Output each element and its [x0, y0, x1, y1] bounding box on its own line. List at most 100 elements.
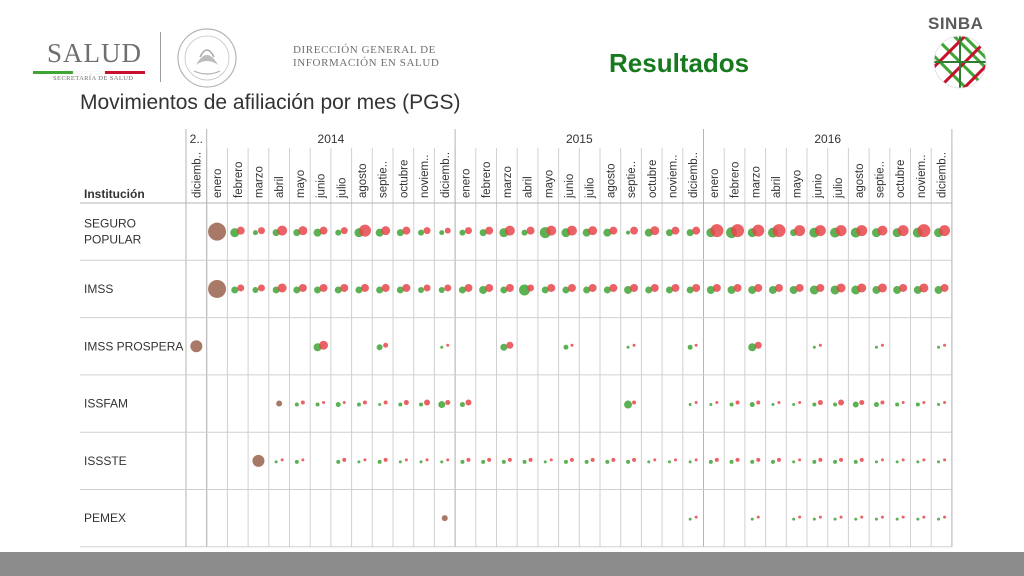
bubble-red [901, 515, 905, 519]
bubble-red [772, 224, 786, 238]
bubble-red [444, 227, 451, 234]
bubble-green [398, 402, 403, 407]
bubble-green [376, 344, 383, 351]
bubble-red [301, 458, 305, 462]
bubble-green [438, 401, 446, 409]
bubble-red [818, 343, 822, 347]
bubble-red [917, 224, 931, 238]
bubble-green [709, 403, 713, 407]
bubble-red [754, 283, 763, 292]
institution-label: PEMEX [84, 511, 126, 525]
bubble-green [812, 459, 817, 464]
chart-title: Movimientos de afiliación por mes (PGS) [80, 91, 461, 114]
bubble-red [487, 457, 492, 462]
bubble-red [381, 283, 390, 292]
bubble-green [688, 460, 692, 464]
mexico-seal-icon [177, 28, 237, 88]
month-label: marzo [750, 166, 762, 198]
bubble-green [750, 459, 755, 464]
bubble-red [632, 400, 637, 405]
bubble-red [360, 283, 369, 292]
bubble-red [899, 283, 908, 292]
salud-logo-subtitle: SECRETARÍA DE SALUD [53, 75, 134, 82]
bubble-red [588, 283, 597, 292]
bubble-red [609, 283, 618, 292]
bubble-red [298, 226, 308, 236]
month-label: mayo [543, 170, 555, 198]
bubble-green [522, 459, 527, 464]
bubble-green [854, 517, 858, 521]
bubble-green [874, 345, 878, 349]
bubble-green [771, 403, 775, 407]
month-label: enero [460, 169, 472, 198]
bubble-red [756, 457, 761, 462]
bubble-green [915, 402, 920, 407]
bubble-green [376, 286, 384, 294]
bubble-red [859, 400, 865, 406]
bubble-red [694, 458, 698, 462]
bubble-red [798, 515, 802, 519]
bubble-green [812, 402, 817, 407]
bubble-red [798, 458, 802, 462]
bubble-red [859, 457, 864, 462]
bubble-red [816, 283, 825, 292]
bubble-red [446, 458, 450, 462]
month-label: febrero [481, 162, 493, 198]
bubble-red [404, 458, 408, 462]
bubble-red [424, 399, 431, 406]
bubble-green [440, 460, 444, 464]
bubble-red [257, 227, 265, 235]
bubble-red [630, 226, 639, 235]
bubble-green [770, 459, 775, 464]
bubble-red [445, 400, 451, 406]
bubble-red [383, 457, 388, 462]
bubble-red [277, 283, 287, 293]
month-label: abril [274, 176, 286, 198]
bubble-brown [208, 279, 227, 298]
bubble-red [818, 515, 822, 519]
bubble-green [252, 230, 258, 236]
bubble-green [916, 517, 920, 521]
bubble-red [358, 224, 371, 237]
bubble-red [838, 399, 845, 406]
bubble-red [839, 457, 844, 462]
year-label: 2015 [566, 132, 593, 146]
bubble-green [874, 517, 878, 521]
institution-label: ISSFAM [84, 397, 128, 411]
institution-label: IMSS PROSPERA [84, 339, 183, 353]
bubble-red [403, 400, 409, 406]
bubble-red [673, 458, 677, 462]
month-label: marzo [502, 166, 514, 198]
bubble-green [294, 459, 299, 464]
bubble-green [812, 517, 816, 521]
bubble-red [939, 225, 951, 237]
bubble-green [396, 286, 404, 294]
bubble-red [402, 226, 411, 235]
bubble-green [686, 229, 694, 237]
bubble-brown [276, 400, 283, 407]
bubble-green [543, 460, 547, 464]
bubble-green [729, 402, 734, 407]
month-label: agosto [854, 163, 866, 198]
bubble-red [505, 283, 514, 292]
bubble-green [647, 460, 651, 464]
bubble-green [357, 460, 361, 464]
bubble-red [897, 225, 909, 237]
institution-label: SEGURO POPULAR [84, 217, 142, 247]
bubble-green [440, 345, 444, 349]
bubble-red [880, 343, 884, 347]
bubble-red [774, 283, 783, 292]
bubble-red [466, 457, 471, 462]
bubble-red [835, 225, 847, 237]
bubble-red [567, 283, 576, 292]
bubble-red [777, 401, 781, 405]
bubble-green [396, 229, 404, 237]
bubble-red [712, 283, 721, 292]
bubble-red [943, 515, 947, 519]
bubble-red [237, 284, 245, 292]
bubble-green [750, 517, 754, 521]
bubble-green [748, 343, 757, 352]
month-label: febrero [730, 162, 742, 198]
bubble-green [563, 459, 568, 464]
bubble-red [319, 340, 329, 350]
